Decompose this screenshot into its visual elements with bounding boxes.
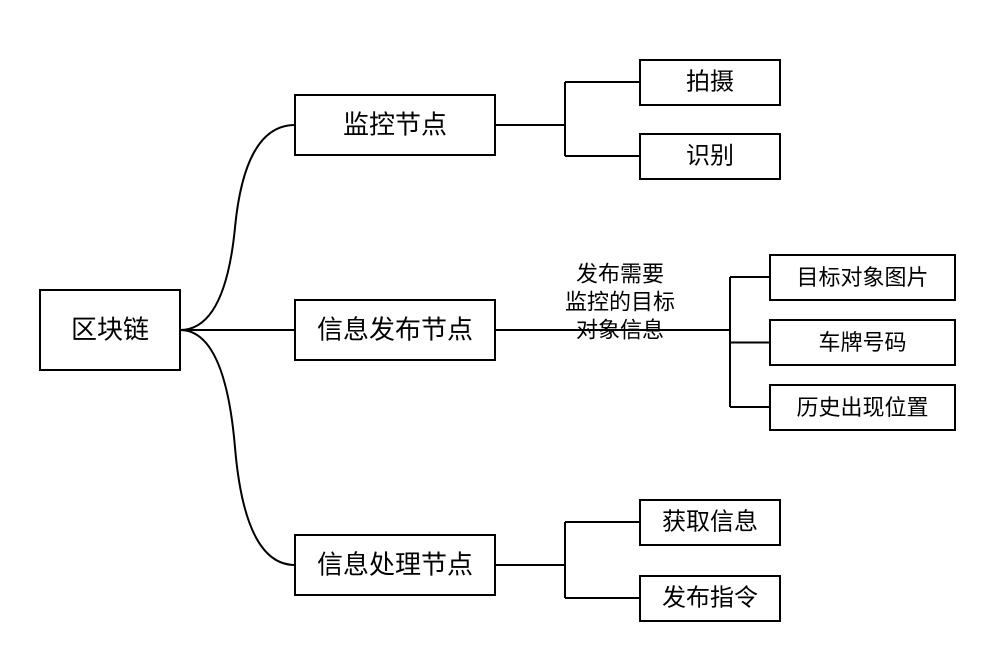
node-label-n3: 信息处理节点	[317, 551, 473, 580]
node-label-n3b: 发布指令	[662, 585, 758, 612]
bracket-n3	[495, 522, 640, 598]
node-label-n2: 信息发布节点	[317, 316, 473, 345]
edge-label-line-1: 发布需要	[576, 262, 664, 287]
node-label-root: 区块链	[71, 316, 149, 345]
diagram-canvas: 区块链 监控节点信息发布节点信息处理节点 拍摄识别目标对象图片车牌号码历史出现位置获…	[0, 0, 1000, 651]
node-label-n1b: 识别	[686, 143, 734, 170]
node-label-n2b: 车牌号码	[818, 330, 906, 355]
node-label-n1: 监控节点	[343, 111, 447, 140]
bracket-n1	[495, 82, 640, 156]
node-label-n2c: 历史出现位置	[796, 395, 928, 420]
arc-to-n3	[180, 330, 295, 565]
edge-label-line-3: 对象信息	[576, 318, 664, 343]
node-label-n1a: 拍摄	[686, 69, 734, 96]
arc-to-n1	[180, 125, 295, 330]
node-label-n3a: 获取信息	[662, 509, 758, 536]
node-label-n2a: 目标对象图片	[796, 265, 928, 290]
edge-label-line-2: 监控的目标	[565, 290, 675, 315]
